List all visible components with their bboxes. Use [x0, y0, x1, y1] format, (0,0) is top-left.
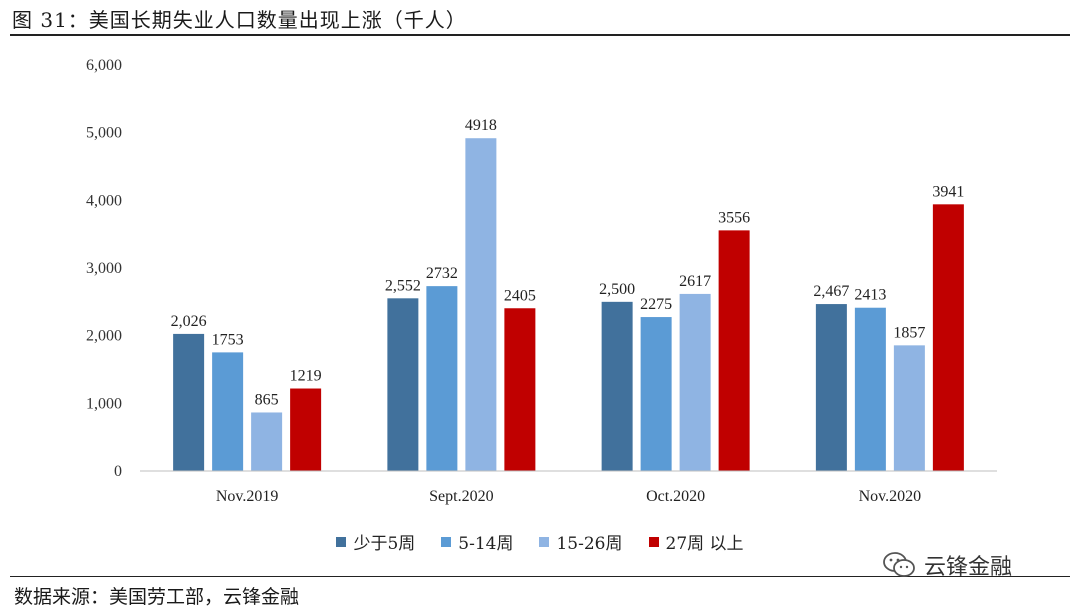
- legend-item: 5-14周: [441, 529, 513, 554]
- bar: [679, 293, 711, 471]
- bottom-rule: [10, 576, 1070, 577]
- bar: [854, 307, 886, 471]
- data-label: 2405: [504, 287, 536, 304]
- data-label: 2,467: [813, 283, 849, 300]
- category-labels-group: Nov.2019 Sept.2020 Oct.2020 Nov.2020: [216, 488, 921, 505]
- legend-item: 27周 以上: [648, 529, 744, 554]
- data-label: 4918: [465, 117, 497, 134]
- bars-group: [173, 138, 964, 471]
- legend-label: 27周 以上: [665, 534, 744, 554]
- data-label: 2732: [426, 265, 458, 282]
- data-label: 1753: [212, 331, 244, 348]
- data-label: 2,500: [599, 281, 635, 298]
- bar: [290, 388, 322, 471]
- bar: [718, 230, 750, 471]
- data-label: 3556: [718, 209, 750, 226]
- legend-label: 15-26周: [556, 534, 623, 554]
- data-label: 2,552: [385, 277, 421, 294]
- data-label: 2275: [640, 296, 672, 313]
- legend-item: 15-26周: [539, 529, 623, 554]
- bar: [601, 301, 633, 471]
- x-category-label: Oct.2020: [646, 488, 705, 505]
- legend-label: 5-14周: [458, 534, 514, 554]
- bar: [932, 204, 964, 471]
- data-label: 2,026: [171, 313, 207, 330]
- y-tick-label: 4,000: [86, 192, 122, 209]
- chart-title: 图 31：美国长期失业人口数量出现上涨（千人）: [12, 8, 467, 32]
- watermark-text: 云锋金融: [924, 555, 1013, 580]
- bar: [465, 138, 497, 471]
- top-rule: [10, 34, 1070, 36]
- bar: [173, 333, 205, 471]
- legend-swatch: [441, 536, 452, 547]
- data-label: 1219: [290, 368, 322, 385]
- data-label: 2617: [679, 273, 711, 290]
- y-tick-label: 0: [114, 463, 122, 480]
- bar: [504, 308, 536, 471]
- y-tick-label: 6,000: [86, 57, 122, 74]
- legend-item: 少于5周: [336, 529, 415, 554]
- legend-swatch: [648, 536, 659, 547]
- data-label: 865: [255, 391, 279, 408]
- x-category-label: Nov.2020: [859, 488, 922, 505]
- data-label: 1857: [893, 324, 925, 341]
- y-axis: 0 1,000 2,000 3,000 4,000 5,000 6,000: [86, 57, 122, 480]
- bar-chart: 0 1,000 2,000 3,000 4,000 5,000 6,000 2,026 175…: [86, 57, 997, 505]
- legend-swatch: [336, 536, 347, 547]
- data-label: 3941: [932, 183, 964, 200]
- legend-label: 少于5周: [353, 534, 416, 554]
- bar: [640, 317, 672, 471]
- watermark: 云锋金融: [882, 548, 1012, 582]
- x-category-label: Sept.2020: [429, 488, 493, 505]
- source-note: 数据来源：美国劳工部，云锋金融: [14, 586, 300, 608]
- bar: [815, 304, 847, 471]
- bar: [251, 412, 283, 471]
- data-label: 2413: [854, 287, 886, 304]
- bar: [893, 345, 925, 471]
- bar: [426, 286, 458, 471]
- bar: [212, 352, 244, 471]
- y-tick-label: 1,000: [86, 395, 122, 412]
- y-tick-label: 5,000: [86, 125, 122, 142]
- legend-swatch: [539, 536, 550, 547]
- y-tick-label: 2,000: [86, 328, 122, 345]
- data-labels-group: 2,026 1753 865 1219 2,552 2732 4918 2405 2,500 22…: [171, 117, 965, 408]
- y-tick-label: 3,000: [86, 260, 122, 277]
- wechat-icon: [883, 552, 915, 577]
- legend: 少于5周 5-14周 15-26周 27周 以上: [0, 529, 1080, 554]
- bar: [387, 298, 419, 471]
- x-category-label: Nov.2019: [216, 488, 279, 505]
